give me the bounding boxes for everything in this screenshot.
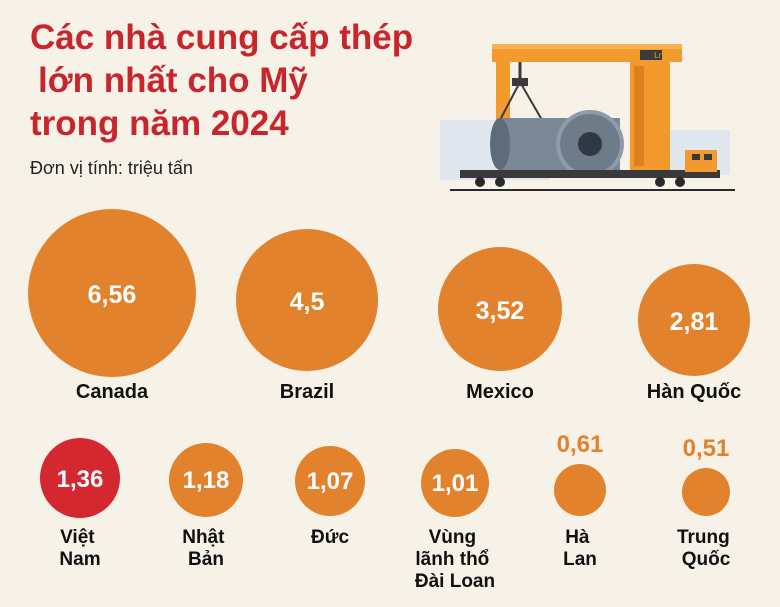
bubble-viet-nam-circle xyxy=(40,438,120,518)
category-label-viet-nam: Việt Nam xyxy=(59,527,100,570)
value-label-han-quoc: 2,81 xyxy=(670,308,719,336)
bubble-canada-circle xyxy=(28,209,196,377)
chart-title: Các nhà cung cấp thép lớn nhất cho Mỹ tr… xyxy=(30,16,450,145)
bubble-brazil-circle xyxy=(236,229,378,371)
bubble-trung-quoc-circle xyxy=(682,468,730,516)
value-label-canada: 6,56 xyxy=(88,281,137,309)
title-line-3: trong năm 2024 xyxy=(30,104,289,143)
bubble-dai-loan: 1,01 Vùng lãnh thổ Đài Loan xyxy=(415,449,495,592)
value-label-duc: 1,07 xyxy=(307,468,354,495)
category-label-mexico: Mexico xyxy=(466,381,534,403)
category-label-dai-loan: Vùng lãnh thổ Đài Loan xyxy=(415,527,495,592)
value-label-dai-loan: 1,01 xyxy=(432,470,479,497)
bubble-viet-nam: 1,36 Việt Nam xyxy=(40,438,120,570)
value-label-brazil: 4,5 xyxy=(290,288,325,316)
bubble-nhat-ban-circle xyxy=(169,443,243,517)
svg-text:Lr: Lr xyxy=(654,51,662,60)
category-label-nhat-ban: Nhật Bản xyxy=(182,527,230,570)
bubble-nhat-ban: 1,18 Nhật Bản xyxy=(169,443,243,570)
category-label-canada: Canada xyxy=(76,381,149,403)
bubble-brazil: 4,5 Brazil xyxy=(236,229,378,403)
category-label-trung-quoc: Trung Quốc xyxy=(677,527,735,570)
bubble-duc-circle xyxy=(295,446,365,516)
category-label-han-quoc: Hàn Quốc xyxy=(647,381,741,403)
unit-label: Đơn vị tính: triệu tấn xyxy=(30,158,193,178)
value-label-nhat-ban: 1,18 xyxy=(183,467,230,494)
bubble-duc: 1,07 Đức xyxy=(295,446,365,548)
value-label-ha-lan: 0,61 xyxy=(557,431,604,458)
title-line-2: lớn nhất cho Mỹ xyxy=(38,61,308,100)
bubble-ha-lan: 0,61 Hà Lan xyxy=(554,431,606,570)
bubble-mexico-circle xyxy=(438,247,562,371)
value-label-viet-nam: 1,36 xyxy=(57,466,104,493)
category-label-ha-lan: Hà Lan xyxy=(563,527,597,570)
category-label-brazil: Brazil xyxy=(280,381,334,403)
bubble-canada: 6,56 Canada xyxy=(28,209,196,403)
crane-steel-coil-illustration: Lr xyxy=(440,44,735,191)
bubble-mexico: 3,52 Mexico xyxy=(438,247,562,403)
value-label-trung-quoc: 0,51 xyxy=(683,435,730,462)
bubble-dai-loan-circle xyxy=(421,449,489,517)
bubble-han-quoc-circle xyxy=(638,264,750,376)
bubble-ha-lan-circle xyxy=(554,464,606,516)
title-line-1: Các nhà cung cấp thép xyxy=(30,18,414,57)
bubble-trung-quoc: 0,51 Trung Quốc xyxy=(677,435,735,570)
bubble-han-quoc: 2,81 Hàn Quốc xyxy=(638,264,750,403)
value-label-mexico: 3,52 xyxy=(476,297,525,325)
category-label-duc: Đức xyxy=(311,527,349,548)
